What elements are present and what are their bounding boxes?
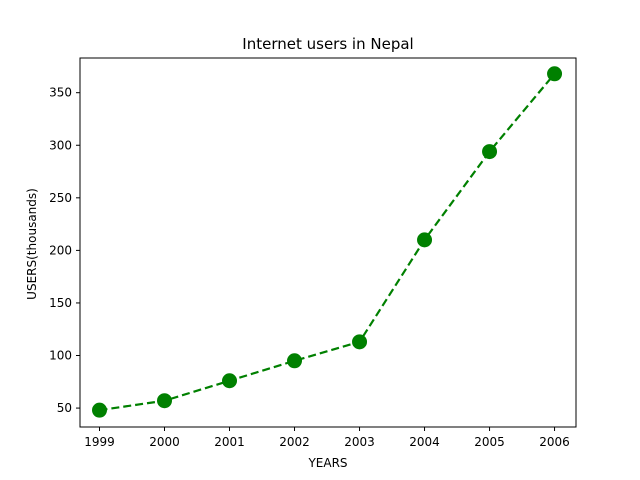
plot-frame: [79, 57, 577, 428]
series-line: [99, 73, 556, 412]
y-tick-label: 200: [49, 243, 72, 257]
x-tick-label: 2001: [214, 435, 245, 449]
data-point: [482, 144, 498, 160]
data-point: [417, 232, 433, 248]
x-axis-label: YEARS: [307, 456, 347, 470]
x-tick-label: 2004: [409, 435, 440, 449]
x-tick-label: 2006: [539, 435, 570, 449]
data-point: [547, 66, 563, 82]
y-tick-label: 300: [49, 138, 72, 152]
x-tick-label: 2003: [344, 435, 375, 449]
data-point: [222, 373, 238, 389]
x-tick-label: 2000: [149, 435, 180, 449]
y-tick-label: 350: [49, 86, 72, 100]
x-tick-label: 1999: [84, 435, 115, 449]
data-point: [92, 402, 108, 418]
y-tick-label: 150: [49, 296, 72, 310]
x-tick-label: 2002: [279, 435, 310, 449]
chart-title: Internet users in Nepal: [242, 35, 413, 53]
y-tick-label: 250: [49, 191, 72, 205]
data-point: [352, 334, 368, 350]
y-axis-label: USERS(thousands): [25, 188, 39, 300]
x-tick-label: 2005: [474, 435, 505, 449]
y-tick-label: 50: [57, 401, 72, 415]
data-point: [287, 353, 303, 369]
plot-area: 1999 2000 2001 2002 2003 2004 2005 2006 50 100 150…: [49, 57, 577, 449]
y-tick-label: 100: [49, 349, 72, 363]
data-point: [157, 393, 173, 409]
